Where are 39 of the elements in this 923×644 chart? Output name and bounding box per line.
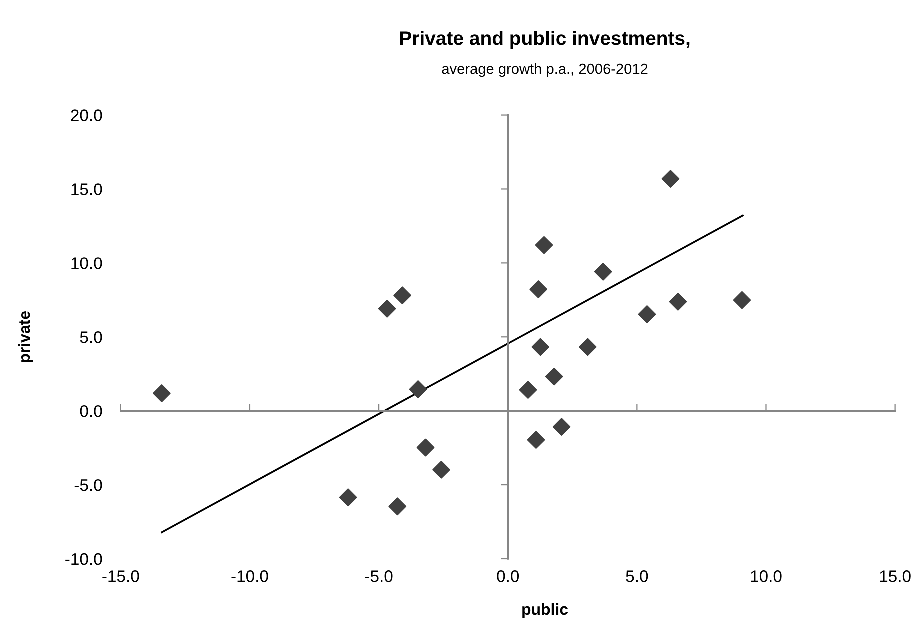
x-tick-label: -10.0 xyxy=(232,570,268,582)
point xyxy=(535,236,554,254)
point xyxy=(578,338,597,356)
x-tick-label: -15.0 xyxy=(102,570,140,582)
point xyxy=(594,262,612,281)
chart-title: Private and public investments, xyxy=(400,30,690,50)
point xyxy=(638,306,656,324)
x-tick-label: 15.0 xyxy=(880,570,911,582)
chart-subtitle: average growth p.a., 2006-2012 xyxy=(442,63,648,78)
point xyxy=(416,438,435,457)
y-tick-label: 0.0 xyxy=(80,405,102,418)
point xyxy=(388,498,407,516)
point xyxy=(530,280,548,298)
point xyxy=(153,384,171,402)
y-axis-title: private xyxy=(18,311,34,362)
point xyxy=(339,488,358,507)
point xyxy=(378,300,396,318)
point xyxy=(519,381,538,399)
x-tick-label: 0.0 xyxy=(497,570,520,582)
point xyxy=(394,286,412,304)
x-tick-label: 5.0 xyxy=(626,570,648,582)
point xyxy=(669,293,688,311)
y-tick-label: 20.0 xyxy=(71,110,102,122)
y-tick-label: -10.0 xyxy=(66,553,102,566)
point xyxy=(545,368,564,386)
y-tick-label: 10.0 xyxy=(72,258,102,270)
point xyxy=(527,431,546,449)
x-tick-label: -5.0 xyxy=(365,570,393,582)
point xyxy=(552,418,571,436)
point xyxy=(662,170,680,188)
point xyxy=(409,380,428,398)
point xyxy=(432,461,450,479)
point xyxy=(733,291,752,310)
x-axis-title: public xyxy=(522,603,568,618)
x-tick-label: 10.0 xyxy=(751,570,782,582)
y-tick-label: 15.0 xyxy=(72,184,102,196)
point xyxy=(532,338,550,356)
y-tick-label: 5.0 xyxy=(80,332,102,344)
y-tick-label: -5.0 xyxy=(74,479,102,492)
